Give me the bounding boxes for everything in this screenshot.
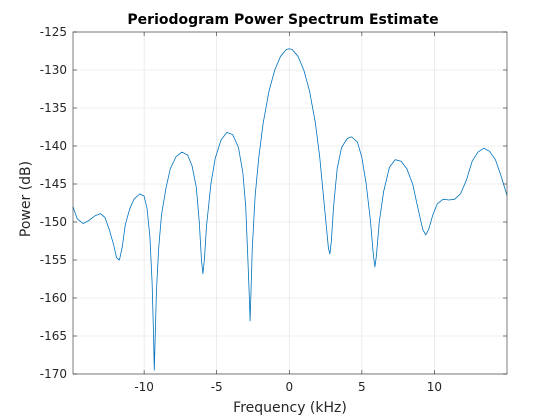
tick-labels: -10 -5 0 5 10 -170 -165 -160 -155 -150 -145 -140 -13… [40,25,442,394]
x-tick-label: 5 [358,380,366,394]
y-tick-label: -140 [40,139,67,153]
x-tick-label: -10 [134,380,154,394]
x-axis-label: Frequency (kHz) [233,400,347,416]
y-tick-label: -165 [40,329,67,343]
y-tick-label: -170 [40,367,67,381]
plot-area [73,32,507,374]
x-tick-label: 0 [285,380,293,394]
y-tick-label: -150 [40,215,67,229]
axis-ticks [73,31,507,375]
y-tick-label: -160 [40,291,67,305]
y-axis-label: Power (dB) [18,161,34,237]
chart-title: Periodogram Power Spectrum Estimate [127,12,438,28]
y-tick-label: -155 [40,253,67,267]
data-line-layer [72,48,508,371]
y-tick-label: -135 [40,101,67,115]
power-spectrum-line [72,48,508,371]
x-tick-label: 10 [427,380,442,394]
y-tick-label: -145 [40,177,67,191]
y-tick-label: -130 [40,63,67,77]
y-tick-label: -125 [40,25,67,39]
x-tick-label: -5 [211,380,223,394]
axes-box [72,31,508,375]
